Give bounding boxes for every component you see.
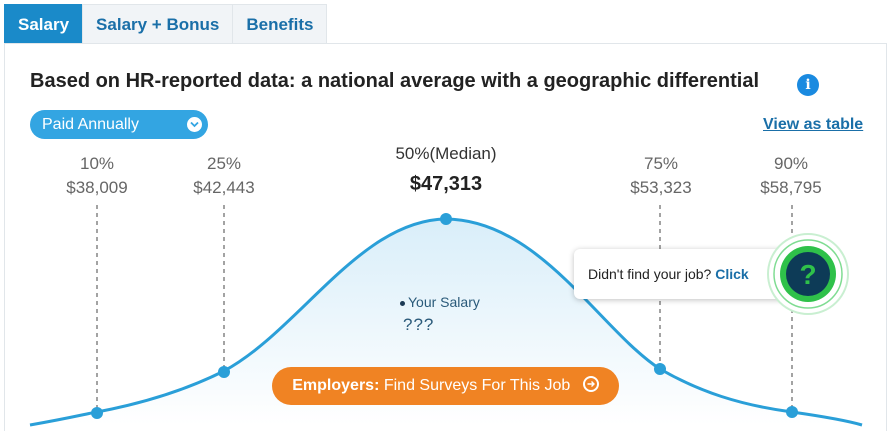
pay-period-select[interactable]: Paid Annually xyxy=(30,110,208,139)
p25-percent: 25% xyxy=(206,154,242,173)
p90-label: 90% $58,795 xyxy=(731,152,851,200)
p25-marker xyxy=(218,366,230,378)
your-salary-text: Your Salary xyxy=(408,294,480,310)
median-value: $47,313 xyxy=(409,173,483,195)
p10-marker xyxy=(91,407,103,419)
find-job-click-link[interactable]: Click xyxy=(715,266,749,282)
arrow-right-icon xyxy=(582,375,599,392)
p75-label: 75% $53,323 xyxy=(601,152,721,200)
p10-percent: 10% xyxy=(79,154,115,173)
employers-label: Employers: xyxy=(292,377,380,394)
p75-percent: 75% xyxy=(643,154,679,173)
median-label: 50%(Median) xyxy=(395,144,497,163)
curve-area xyxy=(30,219,862,425)
p25-value: $42,443 xyxy=(193,178,255,197)
p10-label: 10% $38,009 xyxy=(37,152,157,200)
pay-period-label: Paid Annually xyxy=(42,116,139,133)
tab-benefits[interactable]: Benefits xyxy=(232,4,328,43)
p75-marker xyxy=(654,363,666,375)
p90-percent: 90% xyxy=(773,154,809,173)
tab-salary-bonus[interactable]: Salary + Bonus xyxy=(82,4,234,43)
p25-label: 25% $42,443 xyxy=(164,152,284,200)
p90-value: $58,795 xyxy=(760,178,822,197)
question-help-icon[interactable]: ? xyxy=(766,232,850,316)
find-job-prompt: Didn't find your job? Click xyxy=(574,249,794,299)
info-icon[interactable]: i xyxy=(797,74,819,96)
median-marker xyxy=(440,213,452,225)
p75-value: $53,323 xyxy=(630,178,692,197)
your-salary-dot xyxy=(400,300,405,306)
view-as-table-link[interactable]: View as table xyxy=(763,116,864,133)
tab-salary[interactable]: Salary xyxy=(4,4,84,43)
chevron-down-icon xyxy=(187,117,202,132)
page-title: Based on HR-reported data: a national av… xyxy=(30,70,760,92)
find-job-text: Didn't find your job? xyxy=(588,266,712,282)
salary-tabs: Salary Salary + Bonus Benefits xyxy=(4,4,328,44)
your-salary-label: Your Salary xyxy=(400,294,480,310)
help-question-mark: ? xyxy=(799,259,816,290)
employers-find-surveys-button[interactable]: Employers: Find Surveys For This Job xyxy=(272,367,619,405)
employers-text: Find Surveys For This Job xyxy=(383,377,571,394)
p10-value: $38,009 xyxy=(66,178,128,197)
your-salary-value: ??? xyxy=(403,315,435,334)
p90-marker xyxy=(786,406,798,418)
